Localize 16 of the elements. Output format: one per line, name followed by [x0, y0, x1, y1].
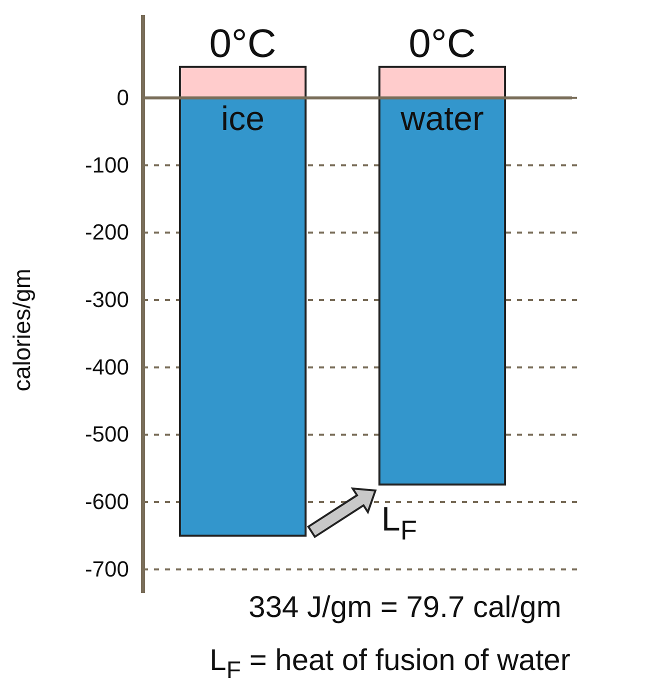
y-tick-label: -400 — [84, 354, 129, 380]
y-tick-label: -700 — [84, 556, 129, 582]
annotation: 334 J/gm = 79.7 cal/gm — [248, 591, 562, 624]
y-tick-label: -500 — [84, 422, 129, 447]
annotation: L$_{F}$ — [381, 500, 417, 546]
y-tick-label: -100 — [84, 152, 129, 178]
y-tick-label: 0 — [116, 84, 129, 110]
y-tick-label: -300 — [84, 287, 129, 312]
y-axis-title: calories/gm — [9, 268, 36, 392]
annotation: 0°C — [408, 22, 476, 66]
x-tick-label: ice — [221, 100, 265, 138]
annotation: 0°C — [209, 22, 276, 66]
x-tick-label: water — [400, 100, 484, 138]
text: L$_{F}$ = heat of fusion of water — [210, 644, 570, 684]
y-tick-label: -600 — [84, 489, 129, 514]
y-tick-label: -200 — [84, 220, 129, 245]
